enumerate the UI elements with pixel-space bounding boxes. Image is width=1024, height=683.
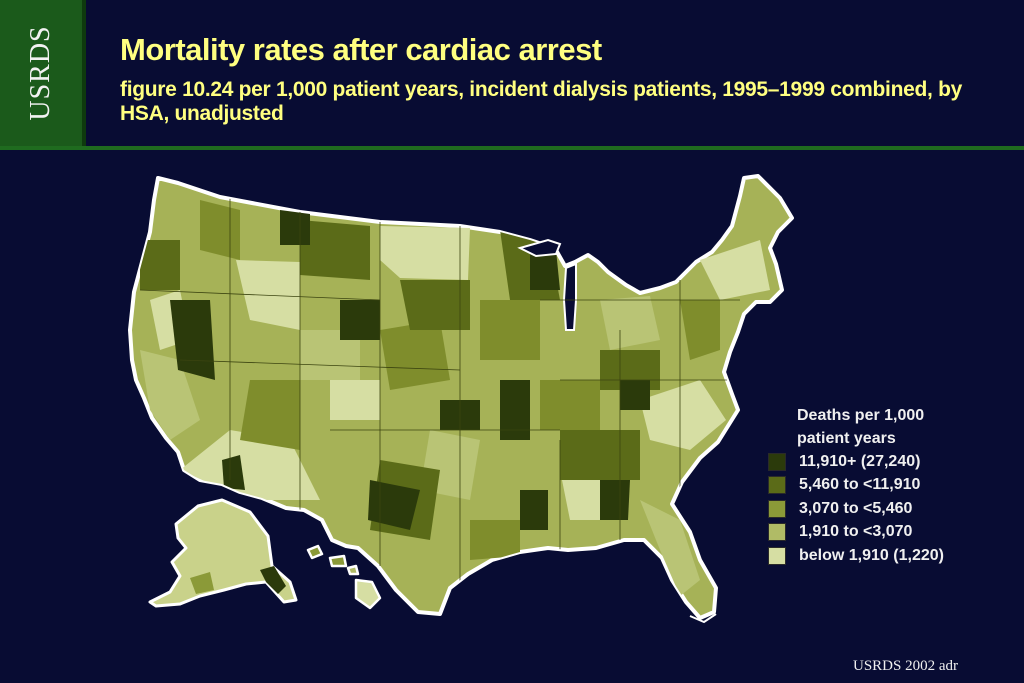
- hsa-region: [700, 240, 770, 300]
- hsa-region: [280, 210, 310, 245]
- hsa-region: [600, 480, 630, 520]
- hsa-region: [640, 500, 700, 596]
- hsa-region: [530, 250, 560, 290]
- hsa-region: [300, 220, 370, 280]
- hsa-region: [140, 240, 180, 290]
- page-subtitle: figure 10.24 per 1,000 patient years, in…: [120, 78, 962, 125]
- legend-item: 1,910 to <3,070: [768, 521, 944, 545]
- lake-michigan: [562, 262, 577, 331]
- legend-label: below 1,910 (1,220): [799, 546, 944, 564]
- lake-superior: [517, 238, 562, 258]
- legend-title-line1: Deaths per 1,000: [797, 407, 925, 424]
- hsa-region: [540, 380, 600, 430]
- hsa-region: [240, 380, 300, 450]
- hsa-region: [222, 455, 245, 490]
- alaska-region: [190, 572, 214, 594]
- usrds-logo: USRDS: [0, 0, 86, 146]
- hsa-region: [380, 226, 470, 280]
- hsa-region: [470, 520, 520, 560]
- footer-source: USRDS 2002 adr: [853, 658, 959, 674]
- hsa-region: [520, 490, 548, 530]
- header: USRDS Mortality rates after cardiac arre…: [0, 0, 1024, 148]
- hsa-region: [300, 330, 360, 380]
- legend-label: 11,910+ (27,240): [799, 452, 921, 470]
- legend-label: 5,460 to <11,910: [799, 476, 921, 494]
- hsa-region: [140, 350, 200, 440]
- hsa-region: [340, 300, 380, 340]
- hsa-region: [330, 380, 380, 420]
- legend-swatch: [768, 476, 786, 495]
- hsa-region: [380, 320, 450, 390]
- legend-swatch: [768, 499, 786, 518]
- legend-item: below 1,910 (1,220): [768, 544, 944, 568]
- legend-swatch: [768, 452, 786, 471]
- legend-label: 3,070 to <5,460: [799, 499, 913, 517]
- hsa-region: [560, 470, 610, 520]
- legend-item: 11,910+ (27,240): [768, 450, 944, 474]
- hsa-region: [400, 280, 470, 330]
- legend-item: 5,460 to <11,910: [768, 474, 944, 498]
- alaska: [148, 498, 298, 608]
- header-divider: [0, 146, 1024, 150]
- page-title: Mortality rates after cardiac arrest: [120, 32, 602, 67]
- hawaii: [306, 544, 382, 610]
- hsa-regions: [140, 200, 770, 596]
- legend-title-line2: patient years: [797, 430, 896, 447]
- hsa-region: [368, 480, 420, 530]
- hsa-region: [600, 296, 660, 350]
- hsa-region: [560, 430, 640, 480]
- alaska-region: [260, 566, 286, 594]
- hsa-region: [480, 300, 540, 360]
- hsa-region: [500, 380, 530, 440]
- hsa-region: [680, 300, 720, 360]
- state-borders: [139, 195, 740, 590]
- hsa-region: [640, 380, 726, 450]
- hsa-region: [200, 200, 240, 260]
- legend-swatch: [768, 523, 786, 542]
- legend-label: 1,910 to <3,070: [799, 523, 913, 541]
- florida-keys: [689, 613, 717, 624]
- hsa-region: [620, 380, 650, 410]
- legend-swatch: [768, 546, 786, 565]
- legend: Deaths per 1,000 patient years 11,910+ (…: [768, 404, 944, 568]
- legend-item: 3,070 to <5,460: [768, 497, 944, 521]
